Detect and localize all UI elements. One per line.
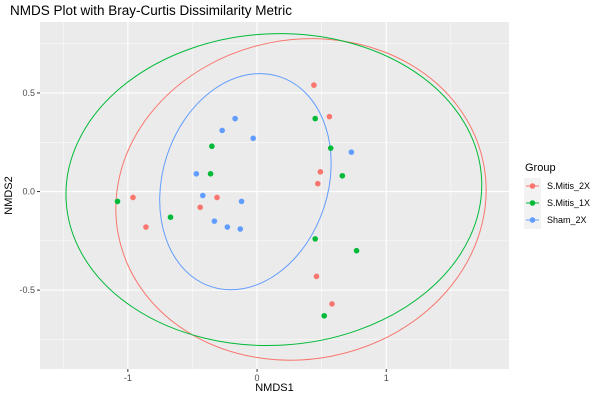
point-s-mitis-2x <box>311 82 317 88</box>
point-s-mitis-1x <box>353 247 360 254</box>
point-sham-2x <box>224 224 231 230</box>
point-s-mitis-1x <box>339 172 346 179</box>
x-tick-label: -1 <box>124 373 132 383</box>
plot-panel <box>40 22 509 369</box>
point-s-mitis-1x <box>327 145 334 151</box>
point-s-mitis-2x <box>143 224 149 230</box>
ellipse-s-mitis-2x <box>115 38 487 361</box>
legend-key-point <box>529 217 536 223</box>
point-s-mitis-1x <box>312 115 318 122</box>
point-sham-2x <box>348 149 355 155</box>
point-sham-2x <box>211 218 218 224</box>
y-tick-label: 0.5 <box>22 88 35 98</box>
y-tick-label: 0.0 <box>22 187 35 197</box>
point-sham-2x <box>237 226 244 232</box>
ellipse-s-mitis-1x <box>65 33 483 347</box>
point-s-mitis-2x <box>130 194 136 201</box>
point-sham-2x <box>193 171 200 177</box>
legend-title: Group <box>525 162 556 174</box>
point-s-mitis-1x <box>167 214 174 220</box>
point-s-mitis-2x <box>326 113 333 120</box>
axis-ticks: -1 0 1 0.5 0.0 -0.5 <box>19 88 388 383</box>
point-sham-2x <box>199 192 206 199</box>
data-points <box>114 82 360 319</box>
point-sham-2x <box>238 198 245 205</box>
legend: Group S.Mitis_2X S.Mitis_1X Sham_2X <box>524 162 590 229</box>
point-sham-2x <box>250 135 256 142</box>
x-tick-label: 0 <box>255 373 260 383</box>
point-s-mitis-2x <box>197 204 204 211</box>
legend-label: S.Mitis_2X <box>547 181 590 191</box>
legend-item-sham-2x: Sham_2X <box>524 212 587 229</box>
legend-key-point <box>529 183 536 189</box>
point-s-mitis-1x <box>312 236 318 242</box>
point-s-mitis-1x <box>114 198 121 205</box>
y-tick-label: -0.5 <box>19 285 35 295</box>
point-s-mitis-2x <box>313 273 320 280</box>
point-sham-2x <box>219 127 225 134</box>
point-s-mitis-2x <box>329 301 335 307</box>
point-s-mitis-1x <box>207 171 214 177</box>
point-s-mitis-1x <box>321 312 328 319</box>
ellipses <box>65 33 487 361</box>
point-s-mitis-2x <box>214 194 220 201</box>
point-s-mitis-1x <box>209 143 215 150</box>
point-s-mitis-2x <box>314 180 321 187</box>
legend-item-s-mitis-2x: S.Mitis_2X <box>524 178 590 195</box>
legend-item-s-mitis-1x: S.Mitis_1X <box>524 195 590 212</box>
legend-label: Sham_2X <box>547 215 587 225</box>
point-sham-2x <box>232 115 238 122</box>
x-axis-title: NMDS1 <box>255 382 294 394</box>
x-tick-label: 1 <box>384 373 389 383</box>
y-axis-title: NMDS2 <box>3 176 15 215</box>
grid-lines <box>40 22 509 369</box>
point-s-mitis-2x <box>317 169 324 175</box>
legend-label: S.Mitis_1X <box>547 198 590 208</box>
legend-key-point <box>529 200 536 206</box>
ellipse-sham-2x <box>159 73 332 291</box>
chart-title: NMDS Plot with Bray-Curtis Dissimilarity… <box>10 3 292 18</box>
